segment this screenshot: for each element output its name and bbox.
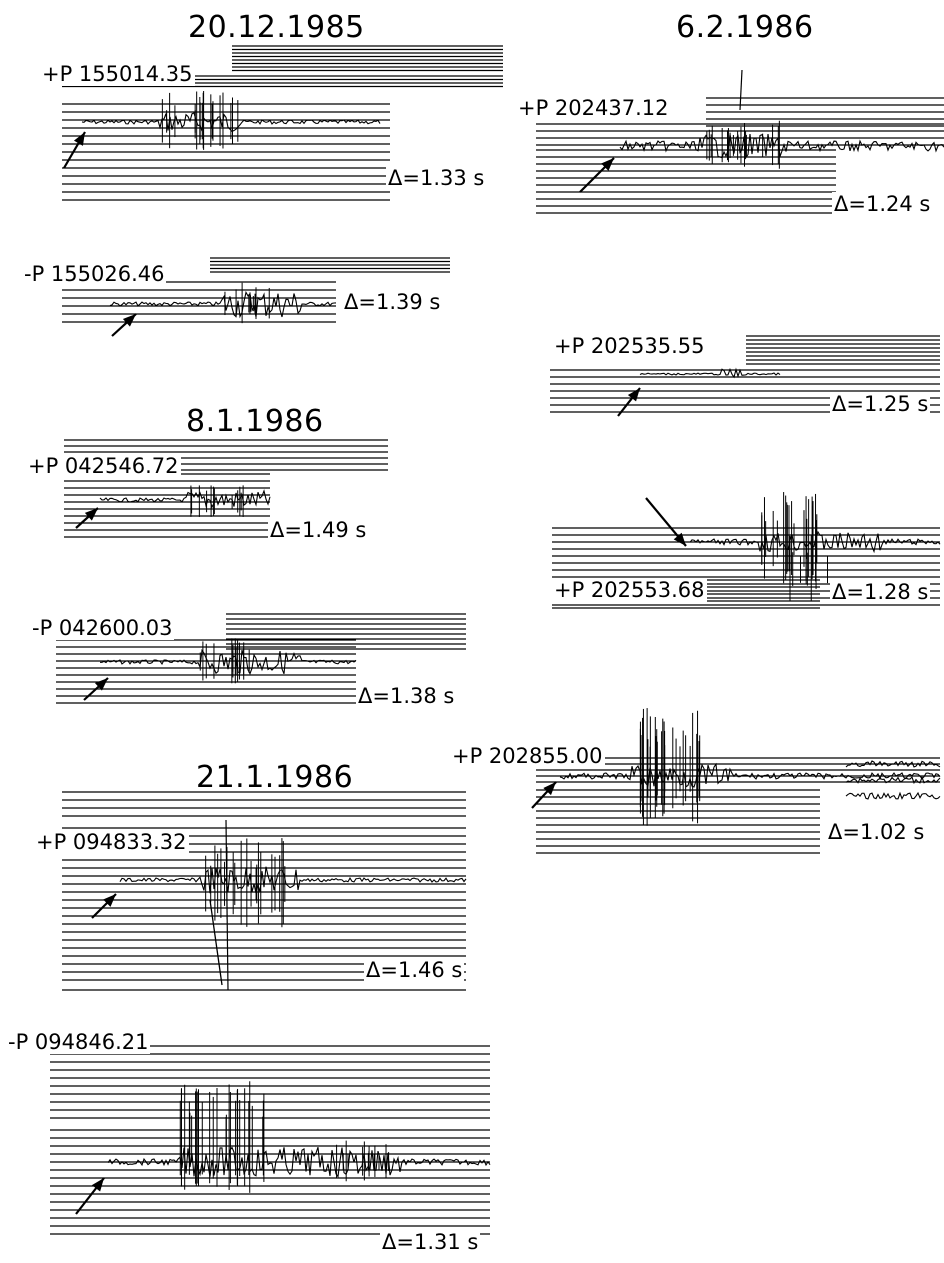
arrow-icon — [122, 314, 136, 327]
trace-line — [225, 819, 229, 991]
delta-label: Δ=1.38 s — [356, 684, 457, 708]
delta-label: Δ=1.28 s — [830, 580, 931, 604]
onset-time-label: +P 094833.32 — [34, 830, 189, 854]
delta-label: Δ=1.24 s — [832, 192, 933, 216]
delta-label: Δ=1.49 s — [268, 518, 369, 542]
seismic-wave — [845, 791, 941, 800]
arrow-icon — [94, 678, 108, 691]
seismic-wave — [845, 775, 941, 785]
arrow-icon — [103, 894, 116, 907]
onset-time-label: -P 042600.03 — [30, 616, 175, 640]
arrow-icon — [84, 508, 98, 521]
seismic-wave — [559, 762, 941, 788]
seismic-wave — [689, 530, 941, 554]
date-heading: 20.12.1985 — [188, 10, 365, 45]
arrow-icon — [673, 532, 686, 546]
trace-line — [209, 899, 223, 986]
seismic-wave — [107, 1146, 491, 1178]
seismic-wave — [99, 489, 271, 509]
date-heading: 8.1.1986 — [186, 404, 324, 439]
arrow-icon — [91, 1178, 104, 1192]
onset-time-label: +P 202553.68 — [552, 578, 707, 602]
seismic-wave — [99, 648, 357, 675]
delta-label: Δ=1.33 s — [386, 166, 487, 190]
seismic-wave — [639, 367, 781, 379]
arrow-icon — [543, 782, 556, 796]
onset-time-label: -P 094846.21 — [6, 1030, 151, 1054]
seismic-wave — [845, 760, 941, 768]
seismic-wave — [119, 866, 467, 894]
date-heading: 21.1.1986 — [196, 760, 354, 795]
delta-label: Δ=1.46 s — [364, 958, 465, 982]
arrow-icon — [627, 388, 640, 402]
delta-label: Δ=1.31 s — [380, 1230, 481, 1254]
onset-time-label: +P 202855.00 — [450, 744, 605, 768]
seismic-wave — [109, 290, 337, 319]
arrow-icon — [73, 132, 85, 146]
delta-label: Δ=1.25 s — [830, 392, 931, 416]
date-heading: 6.2.1986 — [676, 10, 814, 45]
delta-label: Δ=1.02 s — [826, 820, 927, 844]
seismic-wave — [619, 133, 944, 159]
trace-line — [739, 69, 743, 111]
onset-time-label: +P 202535.55 — [552, 334, 707, 358]
arrow-icon — [601, 158, 614, 171]
onset-time-label: -P 155026.46 — [22, 262, 167, 286]
onset-time-label: +P 042546.72 — [26, 454, 181, 478]
delta-label: Δ=1.39 s — [342, 290, 443, 314]
onset-time-label: +P 155014.35 — [40, 62, 195, 86]
onset-time-label: +P 202437.12 — [516, 96, 671, 120]
